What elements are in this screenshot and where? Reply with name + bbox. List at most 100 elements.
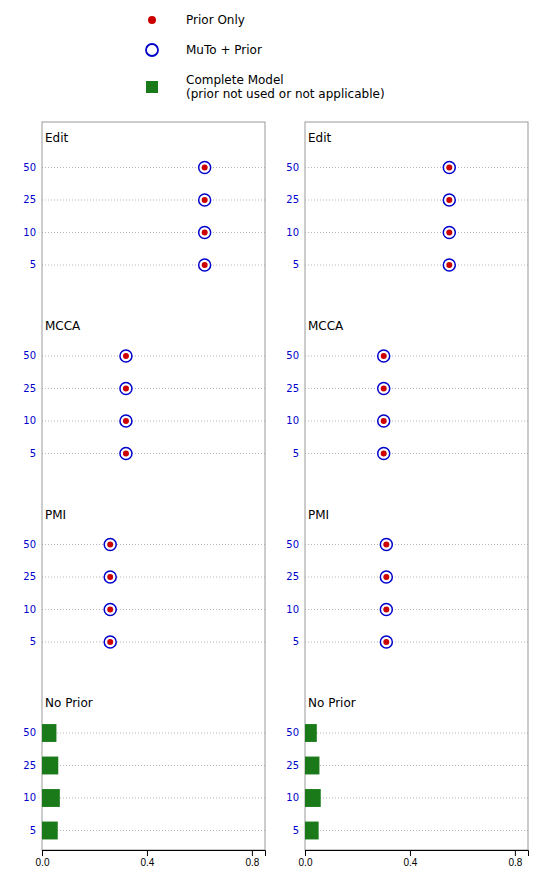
point bbox=[446, 262, 452, 268]
row-label: 10 bbox=[286, 604, 299, 615]
point bbox=[104, 539, 116, 551]
tick-mark bbox=[410, 850, 411, 856]
row-label: 25 bbox=[286, 571, 299, 582]
panel: 5025105502510550251055025105EditMCCAPMIN… bbox=[23, 122, 265, 868]
tick-label: 0.4 bbox=[140, 857, 154, 868]
point bbox=[123, 451, 129, 457]
legend-marker bbox=[148, 16, 156, 24]
point bbox=[199, 259, 211, 271]
grid-line bbox=[305, 388, 528, 389]
legend-marker bbox=[146, 44, 158, 56]
grid-line bbox=[305, 830, 528, 831]
point bbox=[380, 571, 392, 583]
point bbox=[123, 353, 129, 359]
tick: 0.0 bbox=[299, 850, 313, 868]
point bbox=[380, 604, 392, 616]
tick: 0.8 bbox=[508, 850, 522, 868]
row-label: 25 bbox=[286, 383, 299, 394]
point bbox=[446, 197, 452, 203]
point bbox=[380, 636, 392, 648]
group-label: No Prior bbox=[308, 696, 356, 710]
point bbox=[120, 448, 132, 460]
tick-label: 0.8 bbox=[245, 857, 259, 868]
point bbox=[107, 607, 113, 613]
grid-line bbox=[42, 388, 265, 389]
point bbox=[202, 262, 208, 268]
bar bbox=[305, 757, 319, 775]
group-label: PMI bbox=[45, 508, 66, 522]
point bbox=[381, 386, 387, 392]
point bbox=[107, 542, 113, 548]
legend-marker bbox=[146, 81, 158, 93]
point bbox=[381, 353, 387, 359]
point bbox=[120, 383, 132, 395]
point bbox=[378, 350, 390, 362]
plot-frame bbox=[42, 122, 265, 850]
group-label: MCCA bbox=[308, 319, 344, 333]
bar bbox=[305, 822, 319, 840]
row-label: 5 bbox=[293, 825, 299, 836]
point bbox=[202, 165, 208, 171]
row-label: 10 bbox=[286, 415, 299, 426]
point bbox=[446, 230, 452, 236]
tick-mark bbox=[515, 850, 516, 856]
grid-line bbox=[42, 609, 265, 610]
grid-line bbox=[305, 167, 528, 168]
tick: 0.4 bbox=[403, 850, 417, 868]
point bbox=[104, 571, 116, 583]
point bbox=[123, 386, 129, 392]
row-label: 5 bbox=[30, 448, 36, 459]
bar bbox=[305, 724, 317, 742]
point bbox=[107, 574, 113, 580]
point bbox=[107, 639, 113, 645]
row-label: 5 bbox=[293, 448, 299, 459]
grid-line bbox=[305, 798, 528, 799]
row-label: 50 bbox=[23, 727, 36, 738]
point bbox=[378, 415, 390, 427]
axis-line bbox=[43, 851, 266, 857]
legend-label: Prior Only bbox=[186, 13, 245, 27]
axis-line bbox=[306, 851, 529, 857]
x-axis: 0.0 0.4 0.8 bbox=[36, 850, 266, 868]
row-label: 5 bbox=[30, 636, 36, 647]
legend-label: Complete Model(prior not used or not app… bbox=[186, 73, 385, 101]
group-label: Edit bbox=[45, 131, 69, 145]
row-label: 25 bbox=[286, 760, 299, 771]
tick-mark bbox=[42, 850, 43, 856]
tick-label: 0.0 bbox=[36, 857, 50, 868]
row-label: 50 bbox=[286, 350, 299, 361]
grid-line bbox=[42, 356, 265, 357]
point bbox=[378, 448, 390, 460]
point bbox=[104, 604, 116, 616]
grid-line bbox=[305, 453, 528, 454]
point bbox=[383, 639, 389, 645]
row-label: 10 bbox=[23, 227, 36, 238]
row-label: 5 bbox=[30, 825, 36, 836]
row-label: 25 bbox=[23, 760, 36, 771]
grid-line bbox=[305, 577, 528, 578]
group-label: Edit bbox=[308, 131, 332, 145]
point bbox=[120, 415, 132, 427]
chart: Prior OnlyMuTo + PriorComplete Model(pri… bbox=[0, 0, 542, 880]
row-label: 50 bbox=[286, 539, 299, 550]
point bbox=[381, 451, 387, 457]
row-label: 50 bbox=[23, 162, 36, 173]
point bbox=[380, 539, 392, 551]
tick-mark bbox=[252, 850, 253, 856]
point bbox=[199, 162, 211, 174]
point bbox=[443, 259, 455, 271]
point bbox=[123, 418, 129, 424]
point bbox=[104, 636, 116, 648]
grid-line bbox=[305, 200, 528, 201]
grid-line bbox=[42, 265, 265, 266]
bar bbox=[42, 724, 56, 742]
grid-line bbox=[305, 733, 528, 734]
grid-line bbox=[305, 265, 528, 266]
row-label: 10 bbox=[23, 415, 36, 426]
point bbox=[199, 227, 211, 239]
point bbox=[120, 350, 132, 362]
grid-line bbox=[305, 642, 528, 643]
bar bbox=[42, 822, 58, 840]
tick-label: 0.0 bbox=[299, 857, 313, 868]
point bbox=[202, 197, 208, 203]
